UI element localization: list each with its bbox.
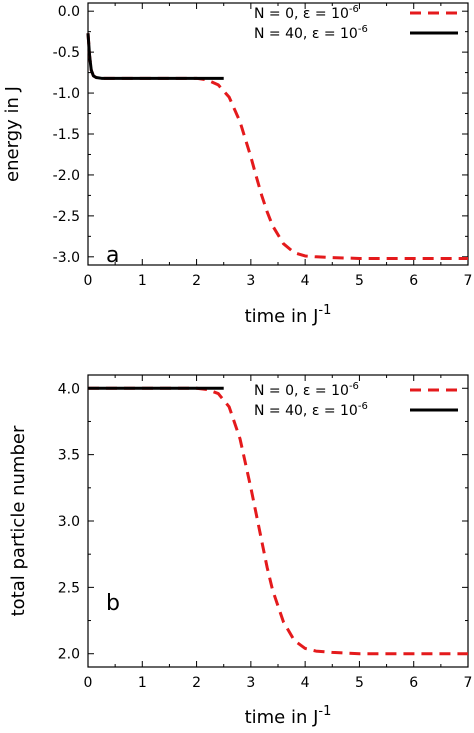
legend-label-0: N = 0, ε = 10-6 <box>254 381 359 399</box>
x-tick-label: 5 <box>355 273 364 289</box>
legend-label-superscript: -6 <box>349 381 359 392</box>
legend-label-superscript: -6 <box>358 24 368 35</box>
y-tick-label: -1.5 <box>53 127 80 143</box>
energy-chart: 0 1 2 3 4 5 6 7 0.0 -0.5 -1.0 -1.5 -2.0 -2.5 -3.0 time … <box>2 2 473 327</box>
x-tick-label: 3 <box>246 273 255 289</box>
legend-label-superscript: -6 <box>358 401 368 412</box>
plot-frame <box>87 2 469 266</box>
x-tick-label: 4 <box>301 273 310 289</box>
x-axis-label-text: time in J <box>245 707 319 728</box>
x-tick-label: 2 <box>192 675 201 691</box>
x-tick-label: 7 <box>464 675 473 691</box>
y-tick-label: -2.0 <box>53 168 80 184</box>
x-tick-label: 3 <box>246 675 255 691</box>
x-tick-label: 5 <box>355 675 364 691</box>
legend-label-0: N = 0, ε = 10-6 <box>254 4 359 22</box>
y-tick-label: -0.5 <box>53 45 80 61</box>
series-line-1 <box>86 33 224 80</box>
y-tick-label: -3.0 <box>53 250 80 266</box>
x-tick-label: 1 <box>138 273 147 289</box>
y-tick-label: -1.0 <box>53 86 80 102</box>
x-axis-label-superscript: -1 <box>318 704 331 719</box>
particle-number-chart: 0 1 2 3 4 5 6 7 4.0 3.5 3.0 2.5 2.0 time in J-1 total … <box>8 374 473 728</box>
x-axis-label-text: time in J <box>245 306 319 327</box>
legend-label-1: N = 40, ε = 10-6 <box>254 401 368 419</box>
legend-label-superscript: -6 <box>349 4 359 15</box>
x-tick-label: 6 <box>409 675 418 691</box>
y-tick-label: 2.5 <box>58 580 80 596</box>
legend-label-text: N = 40, ε = 10 <box>254 403 358 419</box>
x-tick-label: 6 <box>409 273 418 289</box>
panel-label: a <box>106 243 119 268</box>
series-line-0 <box>88 386 468 656</box>
y-tick-label: 3.0 <box>58 514 80 530</box>
x-tick-label: 2 <box>192 273 201 289</box>
series-line-0 <box>86 33 468 260</box>
x-axis-label-superscript: -1 <box>318 303 331 318</box>
legend-label-text: N = 0, ε = 10 <box>254 6 349 22</box>
y-tick-label: 3.5 <box>58 448 80 464</box>
legend-label-text: N = 40, ε = 10 <box>254 26 358 42</box>
x-tick-label: 7 <box>464 273 473 289</box>
x-tick-label: 0 <box>84 273 93 289</box>
y-axis-label: total particle number <box>8 425 29 616</box>
y-axis-label: energy in J <box>2 86 23 182</box>
y-tick-label: 4.0 <box>58 381 80 397</box>
legend-label-text: N = 0, ε = 10 <box>254 383 349 399</box>
y-tick-label: 0.0 <box>58 4 80 20</box>
y-tick-label: -2.5 <box>53 209 80 225</box>
x-axis-label: time in J-1 <box>245 303 332 327</box>
x-tick-label: 0 <box>84 675 93 691</box>
x-axis-label: time in J-1 <box>245 704 332 728</box>
y-tick-label: 2.0 <box>58 647 80 663</box>
legend-label-1: N = 40, ε = 10-6 <box>254 24 368 42</box>
x-tick-label: 1 <box>138 675 147 691</box>
x-tick-label: 4 <box>301 675 310 691</box>
panel-label: b <box>106 591 120 616</box>
